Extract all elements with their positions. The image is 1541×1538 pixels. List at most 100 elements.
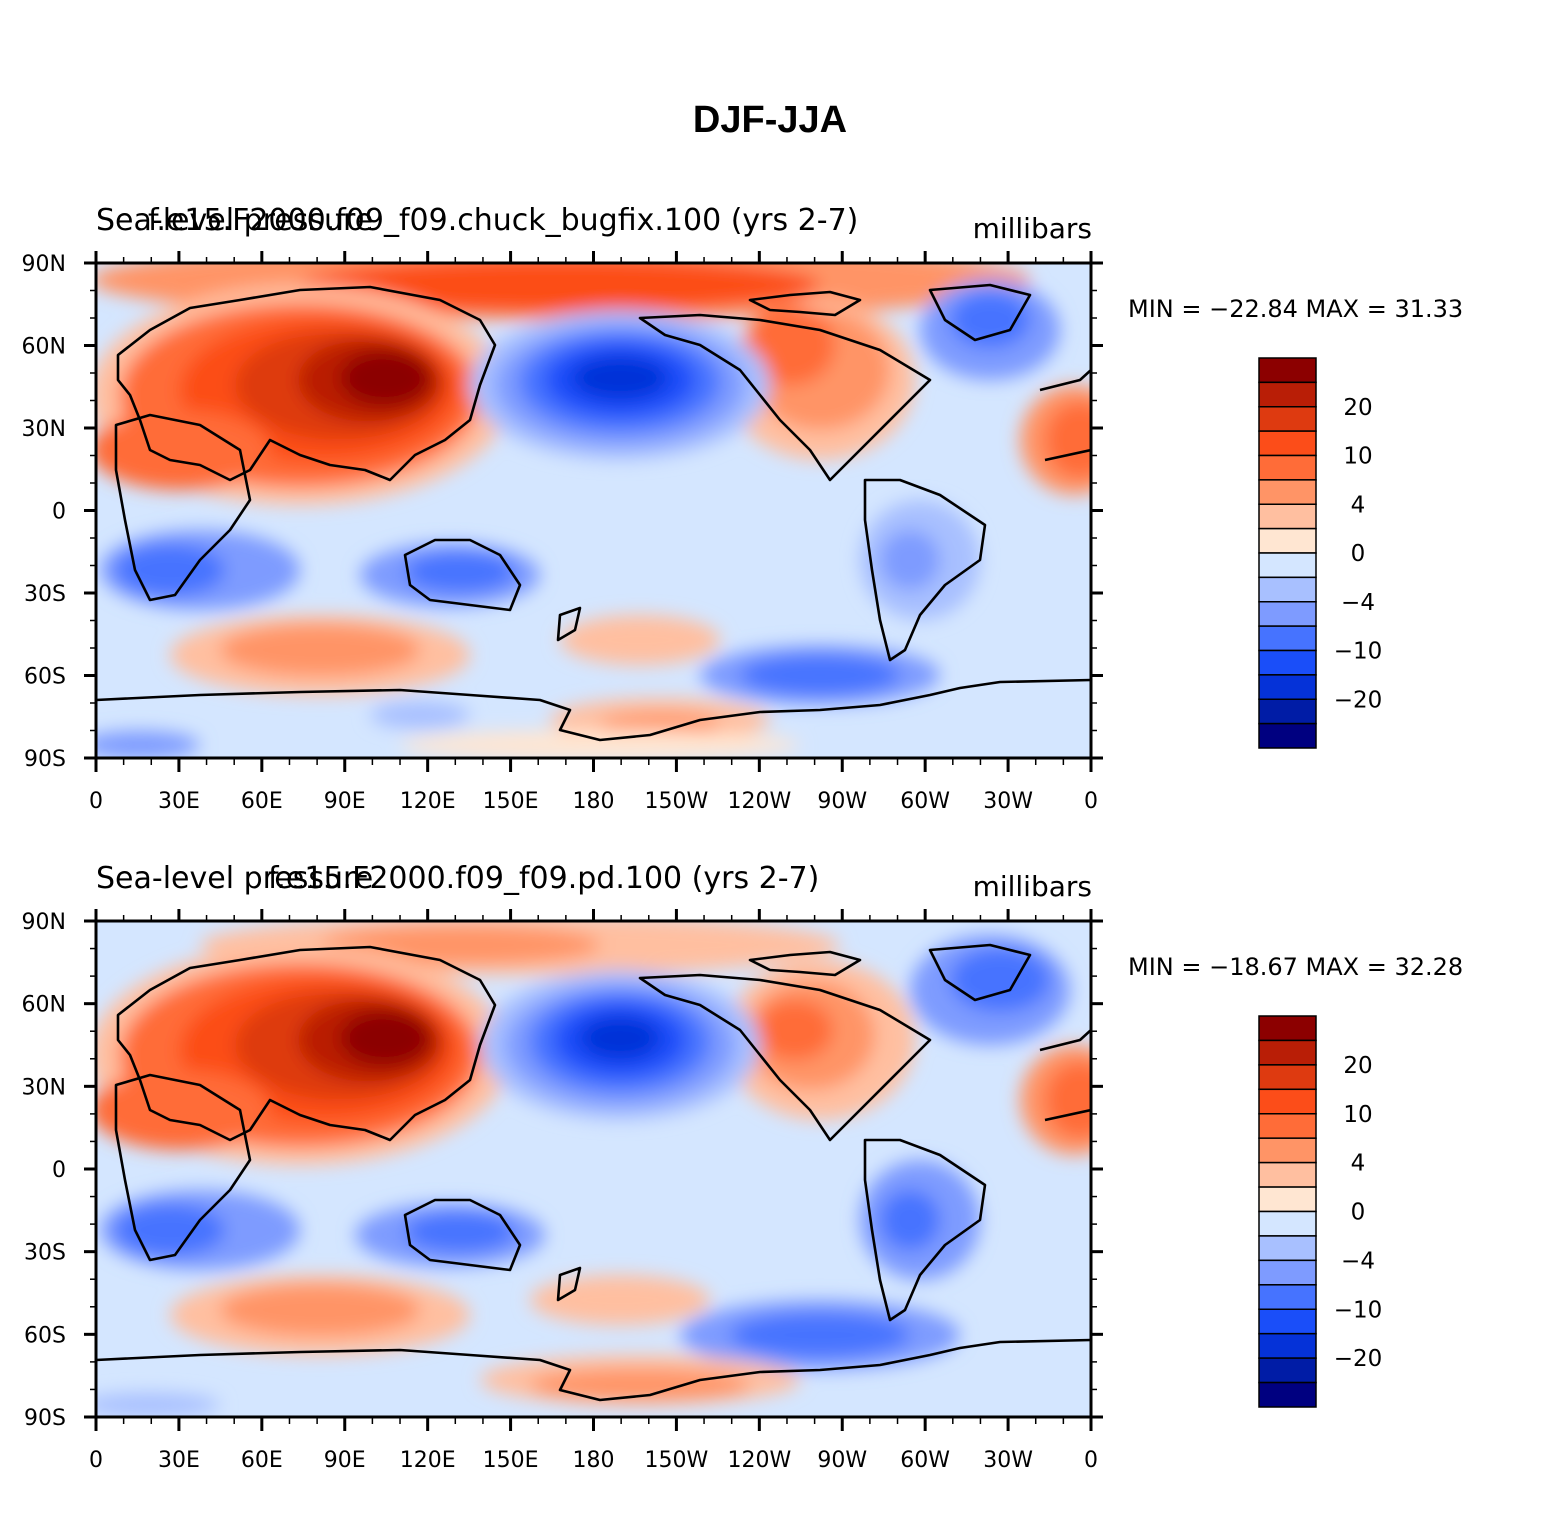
lon-tick-label: 90W [817, 1448, 867, 1473]
colorbar-swatch [1258, 722, 1317, 749]
lon-tick-label: 30W [983, 789, 1033, 814]
lat-tick-label: 90S [24, 1406, 66, 1431]
panel-1-map-field [96, 263, 1091, 758]
lon-tick-label: 150W [645, 1448, 709, 1473]
colorbar-label: −10 [1334, 1297, 1383, 1323]
colorbar-label: 0 [1351, 1200, 1366, 1226]
lat-tick-label: 90S [24, 747, 66, 772]
lat-tick-label: 30S [24, 582, 66, 607]
colorbar-swatch [1258, 527, 1317, 554]
lon-tick-label: 150E [483, 789, 539, 814]
colorbar-swatch [1258, 674, 1317, 700]
colorbar-swatch [1258, 479, 1317, 505]
lon-tick-label: 0 [89, 789, 103, 814]
colorbar-swatch [1258, 381, 1317, 408]
colorbar-swatch [1258, 649, 1317, 676]
lat-tick-label: 30N [22, 417, 66, 442]
lon-tick-label: 30W [983, 1448, 1033, 1473]
colorbar-swatch [1258, 1381, 1317, 1408]
panel-2-map-field [96, 921, 1091, 1417]
lon-tick-label: 120W [727, 789, 791, 814]
lon-tick-label: 120E [400, 1448, 456, 1473]
colorbar-label: −4 [1341, 590, 1375, 616]
panel-1-ticks: 90N 60N 30N 0 30S 60S 90S 0 30E 60E 90E 120E 150E 180… [22, 251, 1103, 814]
lon-tick-label: 150E [483, 1448, 539, 1473]
colorbar-swatch [1258, 1113, 1317, 1139]
lat-tick-label: 60N [22, 335, 66, 360]
lon-tick-label: 90W [817, 789, 867, 814]
map-panel-2: Sea-level pressure f.e15.F2000.f09_f09.p… [22, 861, 1464, 1473]
colorbar-swatch [1258, 552, 1317, 579]
colorbar-swatch [1258, 1015, 1317, 1042]
panel-2-ticks: 90N 60N 30N 0 30S 60S 90S 0 30E 60E 90E 120E 150E 180… [22, 909, 1103, 1473]
colorbar-swatch [1258, 601, 1317, 627]
lon-tick-label: 60W [900, 789, 950, 814]
colorbar-swatch [1258, 1064, 1317, 1091]
lon-tick-label: 180 [573, 789, 615, 814]
colorbar-swatch [1258, 625, 1317, 652]
colorbar-label: 20 [1343, 1053, 1372, 1079]
colorbar-label: −20 [1334, 687, 1383, 713]
map-panel-1: Sea-level pressure f.e15.F2000.f09_f09.c… [22, 203, 1464, 814]
lon-tick-label: 90E [324, 1448, 366, 1473]
lon-tick-label: 60E [241, 1448, 283, 1473]
colorbar-swatch [1258, 1186, 1317, 1213]
colorbar-swatch [1258, 1357, 1317, 1384]
colorbar-swatch [1258, 1210, 1317, 1237]
lat-tick-label: 90N [22, 252, 66, 277]
colorbar-label: 20 [1343, 395, 1372, 421]
lon-tick-label: 0 [89, 1448, 103, 1473]
panel-2-colorbar: 20 10 4 0 −4 −10 −20 [1258, 1015, 1383, 1408]
colorbar-label: 4 [1351, 492, 1366, 518]
panel-2-min-max: MIN = −18.67 MAX = 32.28 [1128, 953, 1463, 981]
colorbar-label: −4 [1341, 1248, 1375, 1274]
lon-tick-label: 30E [158, 1448, 200, 1473]
panel-2-variable: Sea-level pressure [96, 861, 373, 896]
lat-tick-label: 30N [22, 1075, 66, 1100]
colorbar-swatch [1258, 1284, 1317, 1310]
panel-1-coastlines [96, 283, 1091, 742]
colorbar-swatch [1258, 454, 1317, 481]
colorbar-label: 0 [1351, 541, 1366, 567]
colorbar-label: −10 [1334, 639, 1383, 665]
lon-tick-label: 150W [645, 789, 709, 814]
panel-2-units: millibars [973, 870, 1092, 903]
colorbar-label: 10 [1343, 444, 1372, 470]
colorbar-swatch [1258, 1088, 1317, 1115]
colorbar-swatch [1258, 1308, 1317, 1335]
colorbar-swatch [1258, 576, 1317, 603]
colorbar-label: −20 [1334, 1346, 1383, 1372]
colorbar-label: 10 [1343, 1102, 1372, 1128]
panel-1-min-max: MIN = −22.84 MAX = 31.33 [1128, 295, 1463, 323]
colorbar-swatch [1258, 698, 1317, 725]
lon-tick-label: 60E [241, 789, 283, 814]
panel-1-colorbar: 20 10 4 0 −4 −10 −20 [1258, 357, 1383, 749]
lat-tick-label: 60N [22, 993, 66, 1018]
lat-tick-label: 0 [52, 1158, 66, 1183]
colorbar-label: 4 [1351, 1151, 1366, 1177]
lon-tick-label: 90E [324, 789, 366, 814]
lon-tick-label: 120E [400, 789, 456, 814]
colorbar-swatch [1258, 357, 1317, 384]
colorbar-swatch [1258, 406, 1317, 432]
colorbar-swatch [1258, 1235, 1317, 1262]
lat-tick-label: 90N [22, 910, 66, 935]
lat-tick-label: 0 [52, 500, 66, 525]
panel-2-case-title: f.e15.F2000.f09_f09.pd.100 (yrs 2-7) [268, 861, 819, 896]
lon-tick-label: 30E [158, 789, 200, 814]
panel-1-variable: Sea-level pressure [96, 203, 373, 238]
panel-1-case-title: f.e15.F2000.f09_f09.chuck_bugfix.100 (yr… [148, 203, 858, 238]
colorbar-swatch [1258, 1161, 1317, 1188]
lon-tick-label: 120W [727, 1448, 791, 1473]
colorbar-swatch [1258, 430, 1317, 457]
lon-tick-label: 0 [1084, 789, 1098, 814]
lon-tick-label: 180 [573, 1448, 615, 1473]
panel-2-coastlines [96, 943, 1091, 1402]
colorbar-swatch [1258, 1137, 1317, 1164]
colorbar-swatch [1258, 1039, 1317, 1066]
lon-tick-label: 60W [900, 1448, 950, 1473]
colorbar-swatch [1258, 1259, 1317, 1286]
colorbar-swatch [1258, 503, 1317, 530]
colorbar-swatch [1258, 1332, 1317, 1359]
